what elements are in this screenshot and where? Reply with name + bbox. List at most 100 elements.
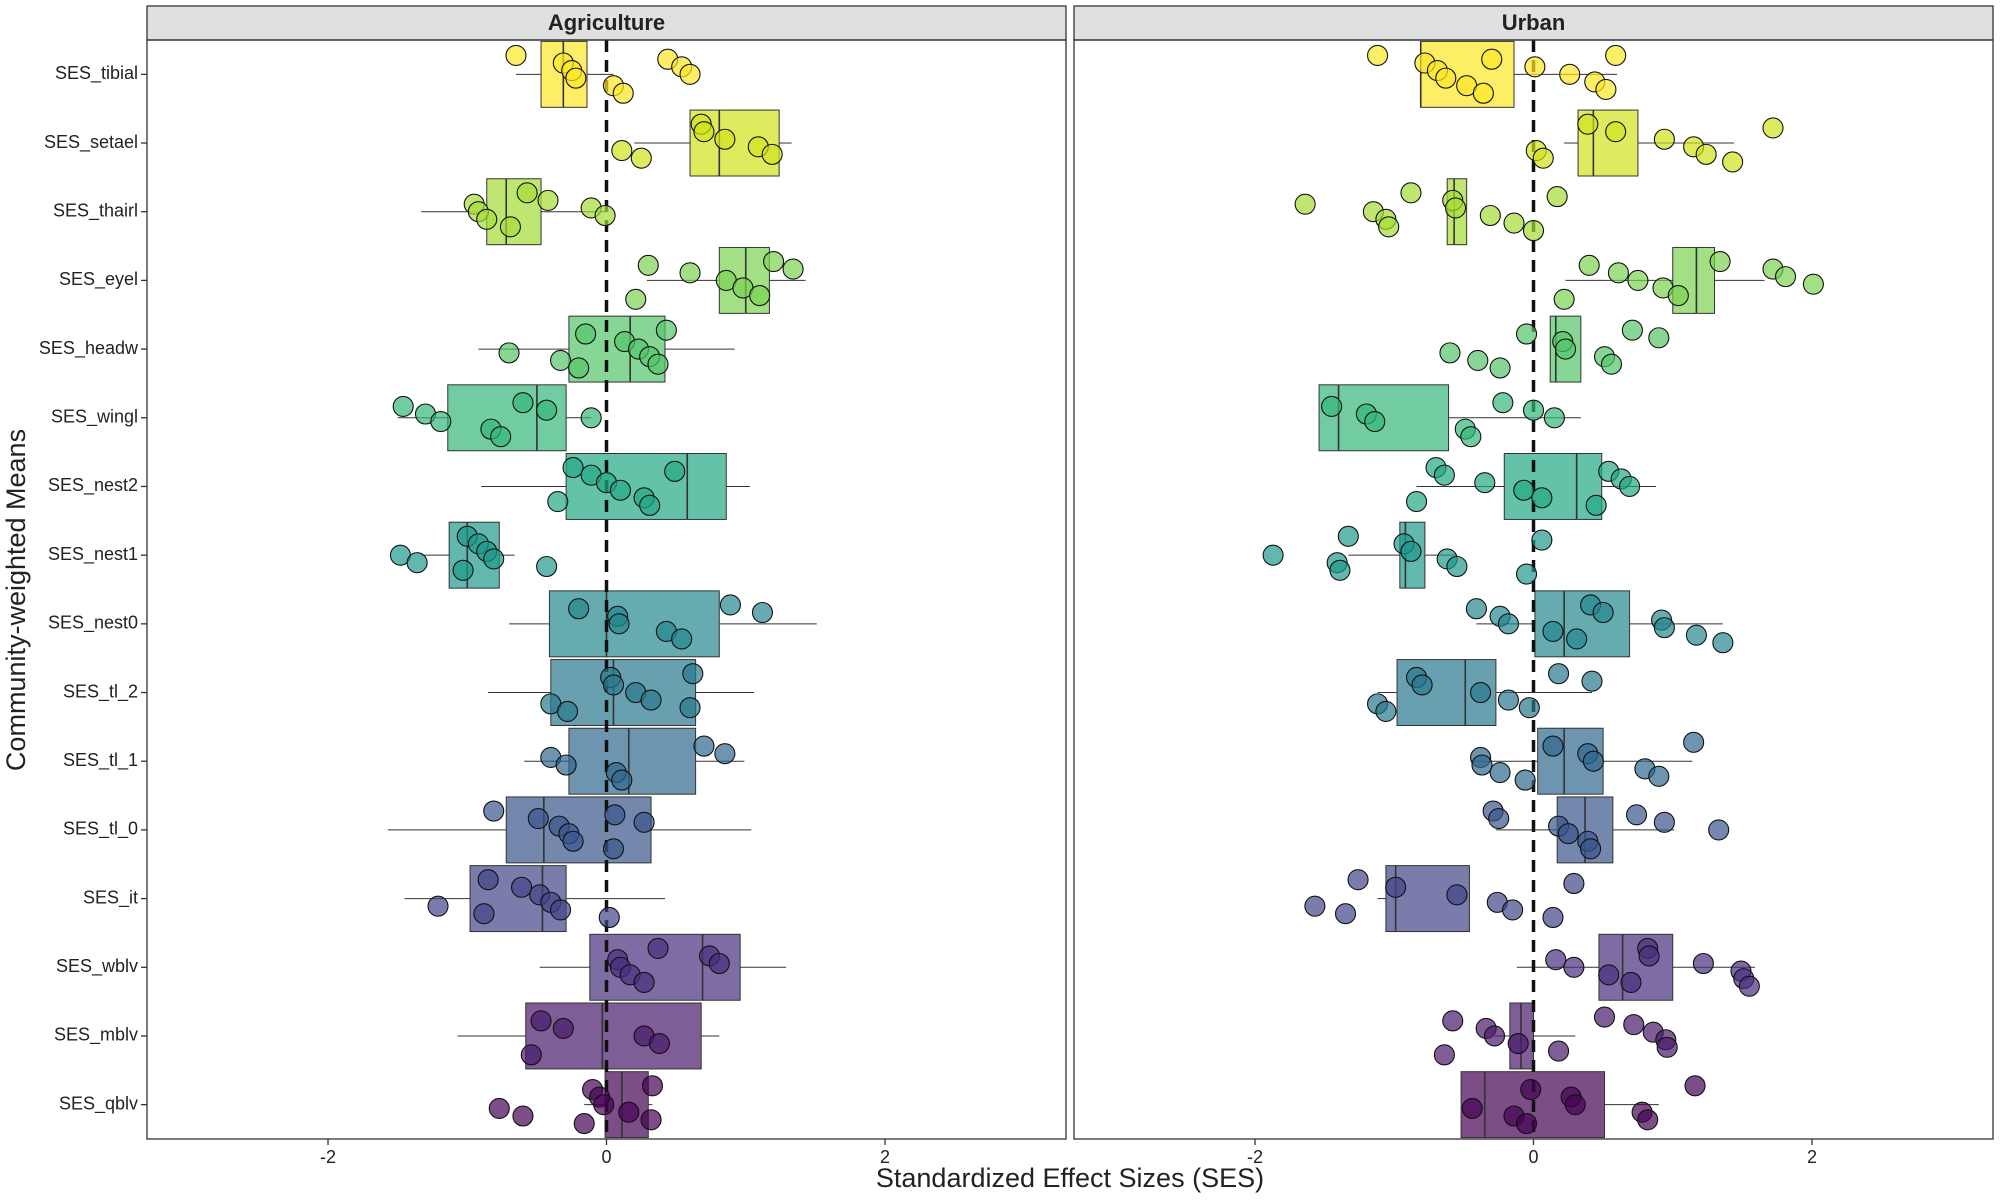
data-point xyxy=(555,754,577,776)
data-point xyxy=(476,208,498,230)
data-point xyxy=(602,674,625,696)
data-point xyxy=(430,411,452,433)
x-tick-label: 0 xyxy=(601,1147,611,1167)
data-point xyxy=(1304,895,1326,917)
data-point xyxy=(609,479,631,501)
data-point xyxy=(483,548,505,570)
data-point xyxy=(1709,250,1731,273)
data-point xyxy=(516,182,538,204)
data-point xyxy=(693,121,715,143)
data-point xyxy=(1774,266,1797,288)
data-point xyxy=(1507,1032,1529,1055)
data-point xyxy=(1607,262,1629,284)
data-point xyxy=(1366,44,1389,67)
data-point xyxy=(1563,956,1585,978)
y-tick-label: SES_wingl xyxy=(51,407,138,428)
y-tick-label: SES_nest1 xyxy=(48,544,138,565)
data-point xyxy=(1337,525,1359,547)
data-point xyxy=(1411,674,1433,696)
data-point xyxy=(763,250,785,273)
data-point xyxy=(630,147,652,169)
data-point xyxy=(1593,1006,1616,1028)
data-point xyxy=(682,663,704,685)
data-point xyxy=(1683,731,1705,753)
y-tick-label: SES_mblv xyxy=(54,1025,138,1046)
data-point xyxy=(594,204,616,227)
data-point xyxy=(562,830,584,852)
x-tick-label: 2 xyxy=(880,1147,890,1167)
data-point xyxy=(1559,63,1581,85)
data-point xyxy=(1592,601,1614,624)
y-tick-label: SES_tl_1 xyxy=(63,750,138,771)
data-point xyxy=(1685,624,1707,646)
data-point xyxy=(1531,529,1553,551)
data-point xyxy=(1522,220,1545,242)
data-point xyxy=(1554,338,1577,360)
data-point xyxy=(625,288,647,310)
y-tick-label: SES_tl_2 xyxy=(63,681,138,702)
facet-strip xyxy=(1073,5,1994,41)
data-point xyxy=(639,494,661,516)
data-point xyxy=(1467,349,1489,371)
data-point xyxy=(611,769,633,791)
data-point xyxy=(1375,700,1397,722)
data-point xyxy=(549,899,572,921)
data-point xyxy=(648,1032,670,1055)
data-point xyxy=(640,1109,662,1131)
data-point xyxy=(1334,903,1357,925)
data-point xyxy=(488,1097,510,1119)
facet-title: Urban xyxy=(1502,10,1566,35)
data-point xyxy=(1400,182,1422,204)
data-point xyxy=(1653,811,1675,833)
data-point xyxy=(1460,426,1482,448)
data-point xyxy=(1474,472,1496,494)
data-point xyxy=(1321,395,1343,417)
data-point xyxy=(749,284,771,307)
data-point xyxy=(527,808,549,830)
data-point xyxy=(392,395,414,417)
data-point xyxy=(552,1017,574,1039)
data-point xyxy=(611,140,633,162)
data-point xyxy=(580,407,602,429)
data-point xyxy=(679,697,701,719)
data-point xyxy=(556,700,579,722)
data-point xyxy=(1531,487,1553,509)
data-point xyxy=(1619,475,1641,498)
data-point xyxy=(1564,1094,1586,1116)
data-point xyxy=(593,1094,615,1116)
data-point xyxy=(1489,357,1511,379)
data-point xyxy=(1578,254,1600,276)
data-point xyxy=(1542,906,1564,929)
data-point xyxy=(1497,689,1519,711)
data-point xyxy=(1329,559,1351,581)
data-point xyxy=(1262,544,1284,566)
data-point xyxy=(1400,540,1422,562)
data-point xyxy=(1513,479,1535,501)
data-point xyxy=(1548,663,1570,685)
data-point xyxy=(618,1101,640,1123)
data-point xyxy=(1479,204,1501,227)
data-point xyxy=(602,838,625,860)
data-point xyxy=(1585,494,1607,516)
data-point xyxy=(1385,876,1407,898)
data-point xyxy=(1722,151,1744,173)
data-point xyxy=(1433,464,1455,486)
data-point xyxy=(473,903,495,925)
data-point xyxy=(1364,411,1386,433)
data-point xyxy=(562,457,584,479)
data-point xyxy=(573,1112,595,1135)
data-point xyxy=(1695,143,1717,165)
y-tick-label: SES_it xyxy=(83,887,138,908)
data-point xyxy=(1446,884,1468,906)
y-tick-label: SES_tibial xyxy=(55,63,138,84)
data-point xyxy=(1648,327,1670,349)
data-point xyxy=(637,254,659,276)
data-point xyxy=(655,319,677,341)
data-point xyxy=(1605,44,1627,67)
data-point xyxy=(1514,769,1536,791)
data-point xyxy=(1470,681,1492,704)
data-point xyxy=(751,601,774,624)
data-point xyxy=(505,44,527,67)
data-point xyxy=(547,491,569,513)
